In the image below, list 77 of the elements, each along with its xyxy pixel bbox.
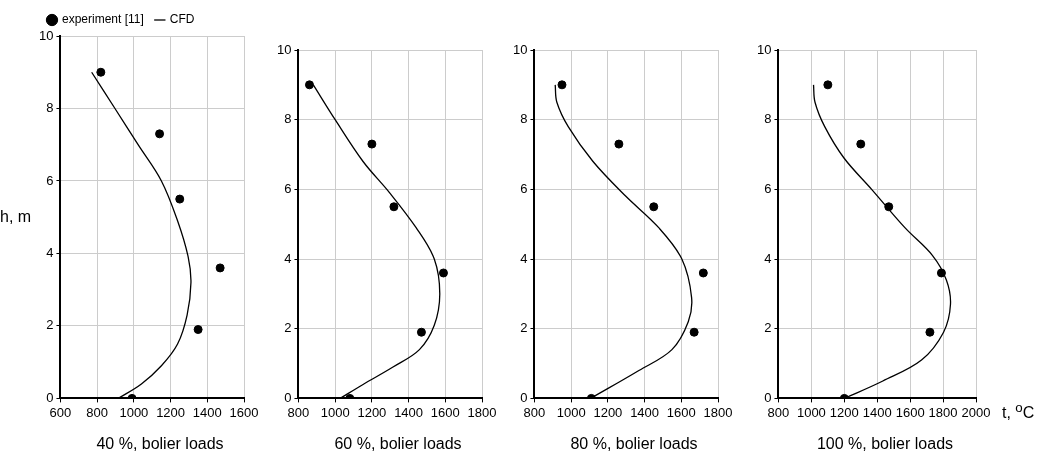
- y-tick-label: 8: [46, 100, 54, 116]
- text: 60 %, bolier loads: [333, 435, 463, 453]
- point: [155, 129, 165, 139]
- point: [884, 202, 894, 212]
- point: [698, 268, 708, 278]
- y-tick-label: 4: [284, 250, 292, 266]
- point: [96, 67, 106, 77]
- y-tick-label: 10: [38, 27, 54, 43]
- y-tick-label: 2: [520, 320, 528, 336]
- y-tick-label: 2: [46, 317, 54, 333]
- x-tick-label: 1200: [357, 404, 387, 420]
- x-tick-label: 1400: [862, 404, 892, 420]
- text: 40 %, bolier loads: [95, 435, 225, 453]
- point: [557, 80, 567, 90]
- x-tick-label: 800: [523, 404, 546, 420]
- y-tick-label: 6: [520, 180, 528, 196]
- y-tick-label: 6: [284, 180, 292, 196]
- x-tick-label: 1600: [430, 404, 460, 420]
- y-tick-label: 4: [520, 250, 528, 266]
- y-tick-label: 6: [46, 172, 54, 188]
- text: 80 %, bolier loads: [569, 435, 699, 453]
- y-tick-label: 6: [764, 180, 772, 196]
- x-tick-label: 600: [49, 404, 72, 420]
- x-tick-label: 1400: [394, 404, 424, 420]
- y-tick-label: 4: [764, 250, 772, 266]
- y-tick-label: 0: [284, 389, 292, 405]
- x-tick-label: 2000: [961, 404, 991, 420]
- x-tick-label: 1800: [467, 404, 497, 420]
- y-tick-label: 10: [276, 41, 292, 57]
- x-tick-label: 1600: [666, 404, 696, 420]
- y-tick-label: 8: [764, 111, 772, 127]
- y-axis-title: h, m: [0, 208, 32, 226]
- point: [614, 139, 624, 149]
- y-tick-label: 8: [520, 111, 528, 127]
- x-tick-label: 1200: [829, 404, 859, 420]
- x-tick-label: 1400: [192, 404, 222, 420]
- x-tick-label: 800: [86, 404, 109, 420]
- point: [689, 327, 699, 337]
- y-tick-label: 8: [284, 111, 292, 127]
- point: [438, 268, 448, 278]
- x-tick-label: 800: [287, 404, 310, 420]
- x-tick-label: 1200: [593, 404, 623, 420]
- x-tick-label: 1800: [928, 404, 958, 420]
- text: 100 %, bolier loads: [815, 435, 955, 453]
- point: [925, 327, 935, 337]
- y-tick-label: 4: [46, 245, 54, 261]
- y-tick-label: 2: [284, 320, 292, 336]
- x-axis-title: t, $^{o}$C: [1002, 400, 1035, 423]
- x-tick-label: 1600: [895, 404, 925, 420]
- point: [175, 194, 185, 204]
- point: [823, 80, 833, 90]
- y-tick-label: 10: [512, 41, 528, 57]
- point: [367, 139, 377, 149]
- y-tick-label: 0: [764, 389, 772, 405]
- x-tick-label: 1200: [156, 404, 186, 420]
- legend-label: CFD: [169, 12, 195, 27]
- y-tick-label: 10: [756, 41, 772, 57]
- x-tick-label: 1000: [119, 404, 149, 420]
- x-tick-label: 1000: [796, 404, 826, 420]
- point: [936, 268, 946, 278]
- x-tick-label: 800: [767, 404, 790, 420]
- x-tick-label: 1600: [229, 404, 259, 420]
- point: [856, 139, 866, 149]
- point: [649, 202, 659, 212]
- point: [389, 202, 399, 212]
- point: [304, 80, 314, 90]
- point: [215, 263, 225, 273]
- x-tick-label: 1800: [703, 404, 733, 420]
- y-tick-label: 2: [764, 320, 772, 336]
- point: [193, 325, 203, 335]
- point: [416, 327, 426, 337]
- x-tick-label: 1000: [556, 404, 586, 420]
- y-tick-label: 0: [520, 389, 528, 405]
- x-tick-label: 1400: [630, 404, 660, 420]
- y-tick-label: 0: [46, 389, 54, 405]
- x-tick-label: 1000: [320, 404, 350, 420]
- legend-label: experiment [11]: [62, 12, 144, 27]
